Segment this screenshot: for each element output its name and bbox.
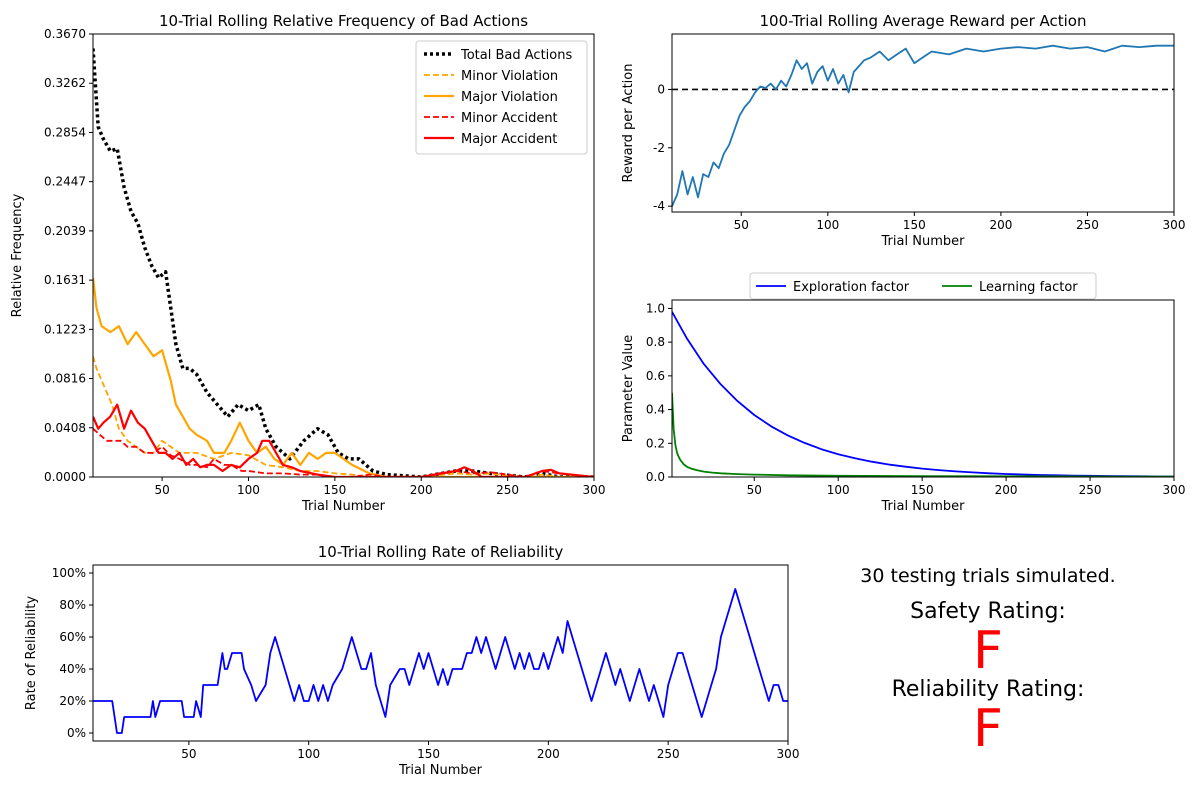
- chart-bad-actions: 50 100 150 200 250 300 0.0000 0.0408 0.0816 0.122…: [10, 12, 605, 514]
- y-tick-label: 0.1223: [44, 322, 86, 336]
- series-line-minor-accident: [93, 428, 594, 477]
- x-tick-label: 150: [323, 483, 346, 497]
- x-tick-label: 200: [410, 483, 433, 497]
- y-tick-label: 0.0000: [44, 470, 86, 484]
- y-axis-label: Parameter Value: [621, 335, 636, 442]
- safety-rating-grade: F: [973, 621, 1003, 681]
- x-tick-label: 250: [1079, 483, 1102, 497]
- y-axis-label: Reward per Action: [621, 64, 636, 183]
- y-axis-label: Rate of Reliability: [24, 596, 39, 710]
- x-tick-label: 150: [417, 747, 440, 761]
- x-tick-label: 250: [657, 747, 680, 761]
- legend-label: Learning factor: [979, 280, 1078, 295]
- y-tick-label: 0%: [67, 726, 86, 740]
- y-tick-label: 60%: [59, 630, 86, 644]
- y-tick-label: 0.2854: [44, 125, 86, 139]
- series-line-reliability: [93, 588, 788, 734]
- x-tick-label: 300: [583, 483, 606, 497]
- legend-label: Major Accident: [461, 132, 557, 147]
- plot-frame: [92, 564, 789, 742]
- x-tick-label: 200: [537, 747, 560, 761]
- x-tick-label: 300: [1163, 483, 1186, 497]
- y-tick-label: 0.3262: [44, 76, 86, 90]
- y-tick-label: 40%: [59, 662, 86, 676]
- x-tick-label: 50: [747, 483, 762, 497]
- x-tick-label: 150: [903, 218, 926, 232]
- plot-frame: [671, 299, 1175, 478]
- y-tick-label: -2: [653, 141, 665, 155]
- legend-label: Minor Accident: [461, 111, 558, 126]
- safety-rating-label: Safety Rating:: [910, 599, 1066, 624]
- x-tick-label: 250: [496, 483, 519, 497]
- y-tick-label: 0.4: [646, 403, 665, 417]
- series-line-learning-factor: [672, 392, 1174, 477]
- chart-title: 100-Trial Rolling Average Reward per Act…: [760, 12, 1087, 30]
- y-tick-label: 100%: [52, 566, 86, 580]
- y-tick-label: 0.0: [646, 470, 665, 484]
- series-line-major-violation: [93, 277, 594, 477]
- x-tick-label: 100: [827, 483, 850, 497]
- x-tick-label: 50: [154, 483, 169, 497]
- y-tick-label: 0.8: [646, 335, 665, 349]
- y-tick-label: 0.6: [646, 369, 665, 383]
- legend-box: [415, 40, 588, 155]
- y-tick-label: 0.3670: [44, 27, 86, 41]
- plot-frame: [92, 33, 595, 478]
- x-tick-label: 250: [1076, 218, 1099, 232]
- y-axis-label: Relative Frequency: [10, 193, 25, 317]
- y-tick-label: 0.0816: [44, 372, 86, 386]
- x-axis-label: Trial Number: [398, 763, 483, 778]
- y-tick-label: 0.0408: [44, 421, 86, 435]
- x-tick-label: 150: [911, 483, 934, 497]
- chart-reliability: 50 100 150 200 250 300 0% 20% 40% 60% 80% 100% 10-Tr…: [24, 543, 799, 778]
- y-tick-label: 80%: [59, 598, 86, 612]
- x-tick-label: 100: [816, 218, 839, 232]
- x-tick-label: 50: [181, 747, 196, 761]
- legend-box: [749, 272, 1097, 300]
- y-tick-label: 20%: [59, 694, 86, 708]
- x-tick-label: 50: [734, 218, 749, 232]
- series-line-exploration-factor: [672, 311, 1174, 477]
- y-tick-label: 1.0: [646, 301, 665, 315]
- x-tick-label: 200: [995, 483, 1018, 497]
- x-axis-label: Trial Number: [301, 499, 386, 514]
- x-tick-label: 100: [237, 483, 260, 497]
- y-tick-label: 0.2039: [44, 224, 86, 238]
- legend-label: Total Bad Actions: [460, 48, 572, 63]
- summary-panel: 30 testing trials simulated. Safety Rati…: [838, 562, 1138, 755]
- reliability-rating-label: Reliability Rating:: [891, 677, 1085, 702]
- x-tick-label: 100: [297, 747, 320, 761]
- series-line-minor-violation: [93, 356, 594, 477]
- chart-title: 10-Trial Rolling Rate of Reliability: [318, 543, 564, 561]
- x-axis-label: Trial Number: [881, 499, 966, 514]
- series-line-total-bad-actions: [93, 48, 594, 477]
- legend-label: Major Violation: [461, 90, 558, 105]
- y-tick-label: 0.2447: [44, 175, 86, 189]
- x-axis-label: Trial Number: [881, 234, 966, 249]
- plot-frame: [671, 33, 1175, 213]
- y-tick-label: 0.1631: [44, 273, 86, 287]
- y-tick-label: 0: [657, 82, 665, 96]
- x-tick-label: 300: [1163, 218, 1186, 232]
- series-line-reward: [672, 44, 1174, 207]
- x-tick-label: 300: [777, 747, 800, 761]
- chart-parameters: 50 100 150 200 250 300 0.0 0.2 0.4 0.6 0.8 1.0 Trial…: [621, 272, 1186, 514]
- chart-title: 10-Trial Rolling Relative Frequency of B…: [159, 12, 528, 30]
- legend-label: Minor Violation: [461, 69, 558, 84]
- series-line-major-accident: [93, 403, 594, 477]
- chart-reward: 50 100 150 200 250 300 -4 -2 0 100-Trial Rolling …: [621, 12, 1185, 249]
- testing-trials-text: 30 testing trials simulated.: [860, 565, 1116, 587]
- y-tick-label: 0.2: [646, 436, 665, 450]
- x-tick-label: 200: [989, 218, 1012, 232]
- y-tick-label: -4: [653, 199, 665, 213]
- legend-label: Exploration factor: [793, 280, 910, 295]
- reliability-rating-grade: F: [973, 699, 1003, 759]
